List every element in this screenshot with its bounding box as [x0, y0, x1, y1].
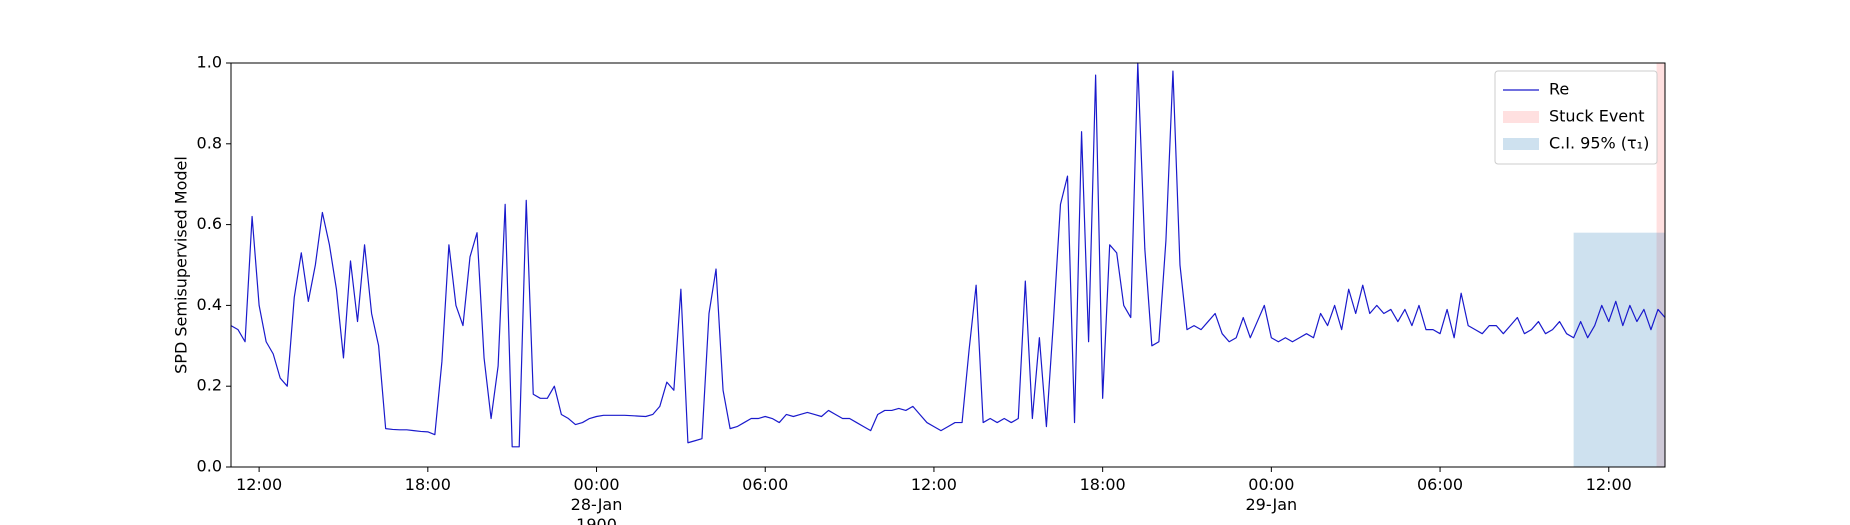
x-tick-label: 00:00 29-Jan: [1246, 475, 1298, 514]
x-tick-label: 12:00: [911, 475, 957, 494]
legend-patch: [1503, 111, 1539, 123]
x-tick-label: 18:00: [405, 475, 451, 494]
x-tick-label: 06:00: [742, 475, 788, 494]
y-axis-label: SPD Semisupervised Model: [172, 156, 191, 374]
legend-patch: [1503, 138, 1539, 150]
legend: Re Stuck Event C.I. 95% (τ₁): [1494, 70, 1658, 165]
legend-label: C.I. 95% (τ₁): [1549, 134, 1649, 153]
y-tick-label: 1.0: [197, 53, 222, 72]
legend-label: Re: [1549, 80, 1569, 99]
legend-box: [1494, 70, 1658, 165]
x-tick-label: 12:00: [236, 475, 282, 494]
x-tick-label: 12:00: [1586, 475, 1632, 494]
legend-label: Stuck Event: [1549, 107, 1645, 126]
data-line: [230, 62, 1666, 448]
span: [1573, 232, 1665, 467]
y-tick-label: 0.6: [197, 214, 222, 233]
y-tick-label: 0.0: [197, 457, 222, 476]
y-tick-label: 0.2: [197, 376, 222, 395]
x-tick-label: 00:00 28-Jan 1900: [571, 475, 623, 525]
x-tick-label: 18:00: [1080, 475, 1126, 494]
y-tick-label: 0.4: [197, 295, 222, 314]
x-tick-label: 06:00: [1417, 475, 1463, 494]
span: [1656, 63, 1665, 467]
y-tick-label: 0.8: [197, 133, 222, 152]
plot-frame: [230, 62, 1666, 468]
